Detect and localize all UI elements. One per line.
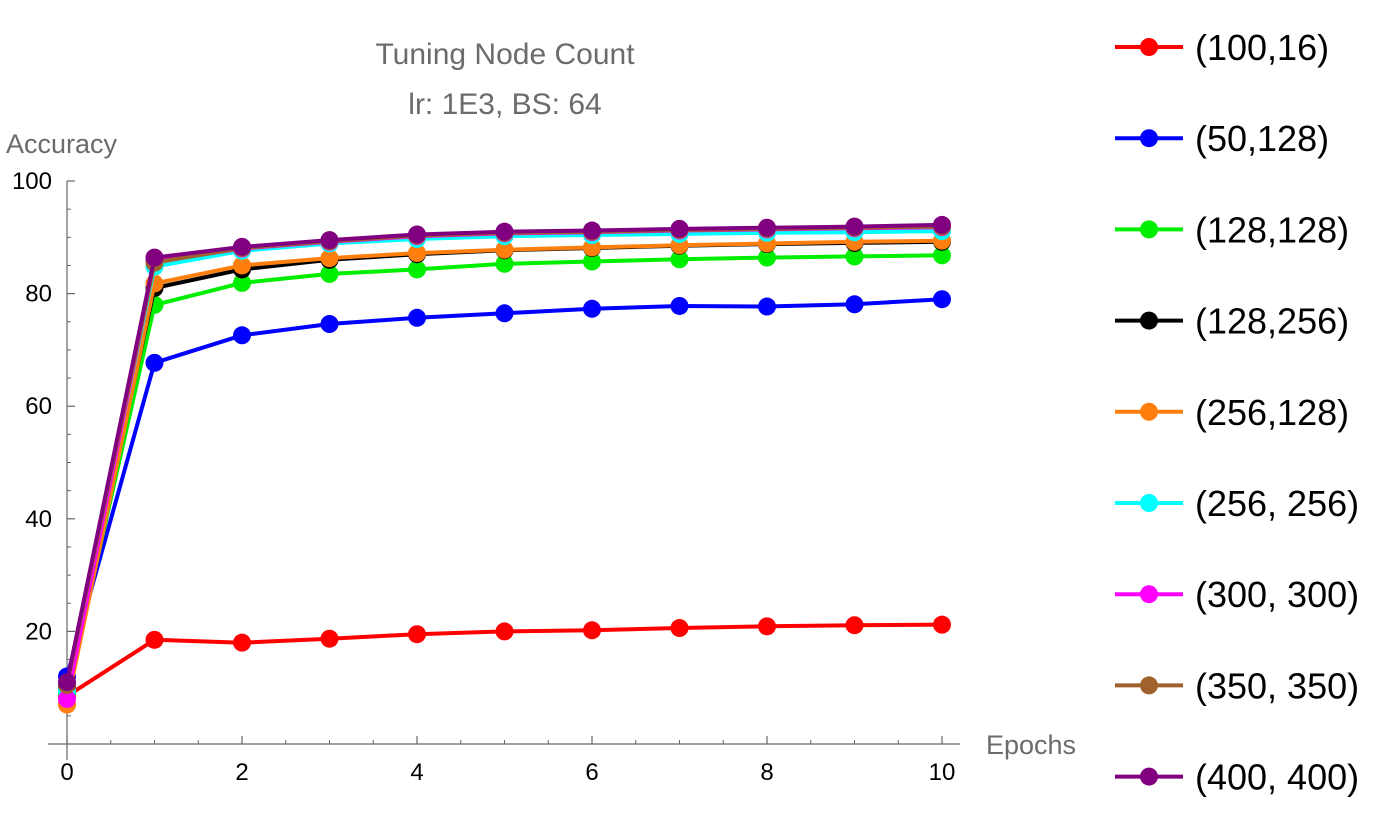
- data-point: [495, 240, 514, 259]
- legend-entry: (400, 400): [1115, 757, 1359, 798]
- legend-marker: [1140, 494, 1158, 512]
- legend-label: (400, 400): [1195, 757, 1359, 798]
- legend-marker: [1140, 311, 1158, 330]
- data-point: [583, 299, 601, 318]
- data-point: [845, 217, 864, 236]
- data-point: [408, 244, 426, 263]
- data-point: [58, 673, 76, 692]
- y-axis-label: Accuracy: [6, 129, 118, 159]
- data-point: [845, 295, 864, 314]
- data-point: [233, 633, 251, 652]
- x-tick-label: 6: [585, 759, 598, 786]
- legend-marker: [1140, 38, 1158, 56]
- legend-marker: [1140, 767, 1158, 786]
- data-point: [233, 256, 251, 275]
- data-point: [845, 247, 864, 266]
- data-point: [233, 237, 251, 256]
- data-point: [583, 221, 601, 240]
- series-line: [65, 297, 943, 677]
- data-point: [320, 249, 339, 268]
- legend-entry: (128,128): [1115, 209, 1349, 250]
- legend-entry: (350, 350): [1115, 665, 1359, 706]
- data-point: [758, 248, 776, 267]
- data-point: [933, 615, 951, 634]
- data-point: [583, 238, 601, 257]
- data-point: [845, 616, 864, 635]
- x-tick-label: 4: [410, 759, 423, 786]
- legend-marker: [1140, 585, 1158, 604]
- chart-title: Tuning Node Count: [375, 38, 635, 71]
- data-point: [145, 248, 164, 267]
- data-point: [233, 273, 251, 292]
- data-point: [933, 290, 951, 309]
- data-point: [583, 252, 601, 271]
- legend-label: (256, 256): [1195, 483, 1359, 524]
- legend-entry: (256, 256): [1115, 483, 1359, 524]
- data-point: [758, 617, 776, 636]
- plot-area: [58, 215, 951, 714]
- legend-entry: (128,256): [1115, 301, 1349, 342]
- data-point: [583, 621, 601, 640]
- legend-marker: [1140, 129, 1158, 148]
- data-point: [145, 630, 164, 649]
- legend-marker: [1140, 402, 1158, 421]
- y-tick-label: 20: [25, 618, 52, 645]
- data-point: [145, 353, 164, 372]
- legend-marker: [1140, 676, 1158, 695]
- y-tick-label: 40: [25, 506, 52, 533]
- data-point: [758, 218, 776, 237]
- legend-entry: (300, 300): [1115, 574, 1359, 615]
- chart-subtitle: lr: 1E3, BS: 64: [408, 88, 601, 121]
- legend-label: (128,128): [1195, 209, 1349, 250]
- data-point: [670, 219, 689, 238]
- data-point: [408, 225, 426, 244]
- x-tick-label: 10: [929, 759, 956, 786]
- data-point: [495, 222, 514, 241]
- legend-label: (128,256): [1195, 301, 1349, 342]
- y-tick-label: 100: [12, 168, 52, 195]
- data-point: [408, 260, 426, 279]
- legend-entry: (50,128): [1115, 118, 1329, 159]
- legend-entry: (256,128): [1115, 392, 1349, 433]
- data-point: [320, 231, 339, 250]
- data-point: [933, 215, 951, 234]
- series-line: [65, 229, 943, 691]
- x-tick-label: 0: [60, 759, 73, 786]
- data-point: [58, 689, 76, 708]
- legend: (100,16) (50,128) (128,128) (128,256) (256,1…: [1115, 27, 1359, 798]
- data-point: [495, 254, 514, 273]
- data-point: [495, 622, 514, 641]
- data-point: [670, 296, 689, 315]
- data-point: [320, 315, 339, 334]
- legend-marker: [1140, 220, 1158, 239]
- data-point: [495, 304, 514, 323]
- legend-label: (100,16): [1195, 27, 1329, 68]
- axes: 0 2 4 6 8 10 20 40 60 80 100: [12, 168, 960, 786]
- x-tick-label: 2: [235, 759, 248, 786]
- x-tick-label: 8: [760, 759, 773, 786]
- data-point: [758, 297, 776, 316]
- series-(128,128): [58, 246, 951, 703]
- y-tick-label: 60: [25, 393, 52, 420]
- legend-label: (50,128): [1195, 118, 1329, 159]
- data-point: [408, 625, 426, 644]
- data-point: [933, 246, 951, 265]
- data-point: [670, 250, 689, 269]
- legend-label: (350, 350): [1195, 665, 1359, 706]
- series-(100,16): [58, 615, 951, 706]
- legend-label: (256,128): [1195, 392, 1349, 433]
- series-(400, 400): [58, 215, 951, 692]
- data-point: [233, 326, 251, 345]
- data-point: [408, 308, 426, 327]
- x-axis-label: Epochs: [986, 730, 1076, 760]
- y-tick-label: 80: [25, 281, 52, 308]
- legend-label: (300, 300): [1195, 574, 1359, 615]
- data-point: [320, 629, 339, 648]
- data-point: [320, 264, 339, 283]
- data-point: [670, 619, 689, 638]
- legend-entry: (100,16): [1115, 27, 1329, 68]
